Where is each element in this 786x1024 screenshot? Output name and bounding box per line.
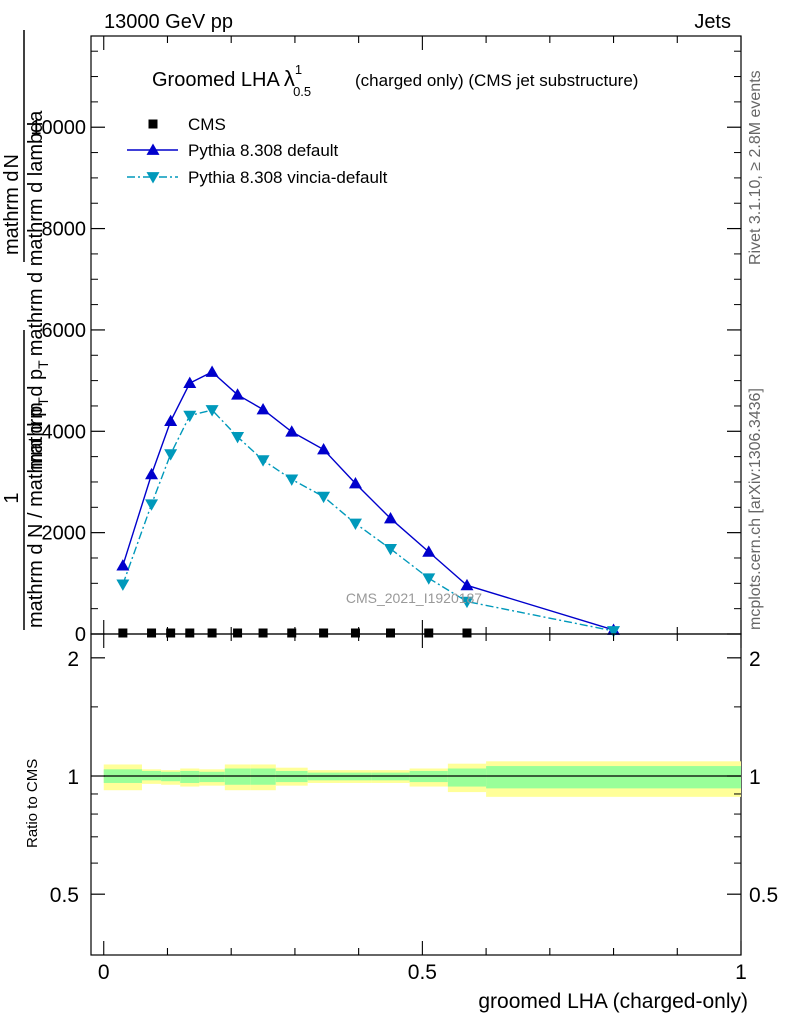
ratio-y-tick-label: 1 — [67, 766, 79, 789]
series-point-0 — [287, 628, 297, 638]
ylabel-prefix-numerator: 1 — [1, 492, 23, 503]
ratio-inner-band — [250, 768, 276, 785]
series-point-0 — [185, 628, 195, 638]
title-rest: (charged only) (CMS jet substructure) — [355, 71, 638, 90]
ratio-axis-ticks: 0.5 0.5 1 1 2 2 0 0.5 1 — [50, 634, 778, 984]
series-point-2 — [145, 499, 159, 511]
series-point-2 — [460, 596, 474, 609]
series-point-2 — [116, 579, 130, 591]
legend: CMS Pythia 8.308 default Pythia 8.308 vinc… — [127, 115, 388, 187]
legend-label-1: Pythia 8.308 default — [188, 141, 339, 160]
series-point-0 — [319, 628, 329, 638]
header-process: Jets — [694, 11, 731, 33]
series-point-0 — [258, 628, 268, 638]
series-point-0 — [118, 628, 128, 638]
series-point-0 — [424, 628, 434, 638]
series-point-2 — [285, 474, 299, 486]
series-point-1 — [317, 443, 331, 455]
ylabel-denominator: mathrm d pTmathrm d mathrm d lambda — [25, 110, 51, 470]
y-tick-label: 6000 — [42, 320, 87, 342]
title-main: Groomed LHA — [152, 69, 280, 91]
title-lambda: λ — [284, 66, 295, 91]
main-series-markers — [116, 365, 621, 638]
x-axis-label: groomed LHA (charged-only) — [478, 990, 748, 1013]
x-tick-label: 0.5 — [408, 961, 437, 984]
ratio-inner-band — [447, 768, 487, 787]
ylabel-prefix-denominator: mathrm d N / mathrm d pT — [25, 397, 51, 628]
ylabel-numerator: mathrm dN — [1, 154, 23, 255]
plot-title: Groomed LHA λ1 0.5 (charged only) (CMS jet… — [152, 62, 638, 99]
x-tick-label: 0 — [98, 961, 110, 984]
y-tick-label: 10000 — [30, 117, 86, 139]
series-point-2 — [183, 410, 197, 423]
series-point-0 — [233, 628, 243, 638]
ratio-inner-band — [486, 766, 741, 789]
ratio-y-tick-label-right: 2 — [749, 648, 761, 671]
mcplots-label: mcplots.cern.ch [arXiv:1306.3436] — [747, 388, 764, 630]
y-tick-label: 8000 — [42, 219, 87, 241]
series-line-2 — [122, 409, 614, 632]
series-point-2 — [348, 518, 362, 531]
analysis-watermark: CMS_2021_I1920187 — [346, 590, 482, 606]
ratio-y-tick-label-right: 1 — [749, 766, 761, 789]
ratio-y-tick-label: 2 — [67, 648, 79, 671]
series-point-2 — [231, 431, 245, 444]
series-point-0 — [147, 628, 157, 638]
series-point-1 — [164, 414, 178, 427]
series-point-2 — [607, 626, 621, 638]
header-energy: 13000 GeV pp — [104, 11, 233, 33]
series-point-1 — [145, 467, 159, 480]
series-point-1 — [231, 388, 245, 400]
series-point-1 — [422, 545, 436, 557]
series-point-1 — [285, 425, 299, 437]
series-point-2 — [256, 455, 270, 467]
y-tick-label: 0 — [75, 624, 86, 646]
ratio-inner-band — [199, 771, 225, 783]
series-point-1 — [460, 578, 474, 591]
series-point-0 — [166, 628, 176, 638]
y-tick-label: 2000 — [42, 523, 87, 545]
series-line-1 — [122, 371, 614, 631]
series-point-0 — [207, 628, 217, 638]
series-point-1 — [116, 559, 130, 571]
series-point-0 — [462, 628, 472, 638]
series-point-1 — [256, 402, 270, 415]
series-point-1 — [183, 376, 197, 389]
series-point-0 — [386, 628, 396, 638]
rivet-version-label: Rivet 3.1.10, ≥ 2.8M events — [747, 70, 764, 265]
legend-marker-1 — [146, 143, 160, 155]
legend-label-2: Pythia 8.308 vincia-default — [188, 168, 388, 187]
series-point-2 — [164, 449, 178, 461]
series-point-2 — [317, 491, 331, 504]
series-point-2 — [384, 543, 398, 556]
main-series-lines — [122, 371, 614, 632]
ratio-inner-band — [180, 770, 200, 783]
series-point-1 — [348, 476, 362, 489]
legend-label-0: CMS — [188, 115, 226, 134]
legend-marker-2 — [146, 172, 160, 184]
ratio-y-tick-label-right: 0.5 — [749, 884, 778, 907]
ratio-y-axis-label: Ratio to CMS — [24, 759, 41, 848]
main-axis-ticks: 0 2000 4000 6000 8000 10000 — [30, 36, 742, 646]
series-point-2 — [422, 573, 436, 585]
ratio-uncertainty-bands — [103, 761, 741, 797]
legend-marker-0 — [148, 119, 158, 129]
ratio-inner-band — [224, 768, 251, 785]
series-point-0 — [350, 628, 360, 638]
title-superscript: 1 — [295, 62, 302, 77]
series-point-2 — [205, 405, 219, 417]
title-subscript: 0.5 — [293, 84, 311, 99]
ratio-y-tick-label: 0.5 — [50, 884, 79, 907]
series-point-1 — [384, 511, 398, 524]
main-y-axis-label: 1 mathrm d N / mathrm d pT mathrm dN mat… — [1, 30, 51, 630]
y-tick-label: 4000 — [42, 421, 87, 443]
x-tick-label: 1 — [735, 961, 747, 984]
series-point-1 — [205, 365, 219, 377]
